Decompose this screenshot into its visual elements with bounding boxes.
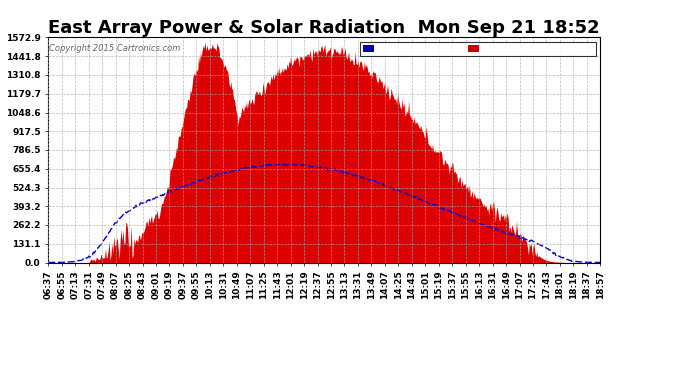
- Text: Copyright 2015 Cartronics.com: Copyright 2015 Cartronics.com: [49, 44, 180, 53]
- Title: East Array Power & Solar Radiation  Mon Sep 21 18:52: East Array Power & Solar Radiation Mon S…: [48, 20, 600, 38]
- Legend: Radiation (w/m2), East Array (DC Watts): Radiation (w/m2), East Array (DC Watts): [360, 42, 595, 56]
